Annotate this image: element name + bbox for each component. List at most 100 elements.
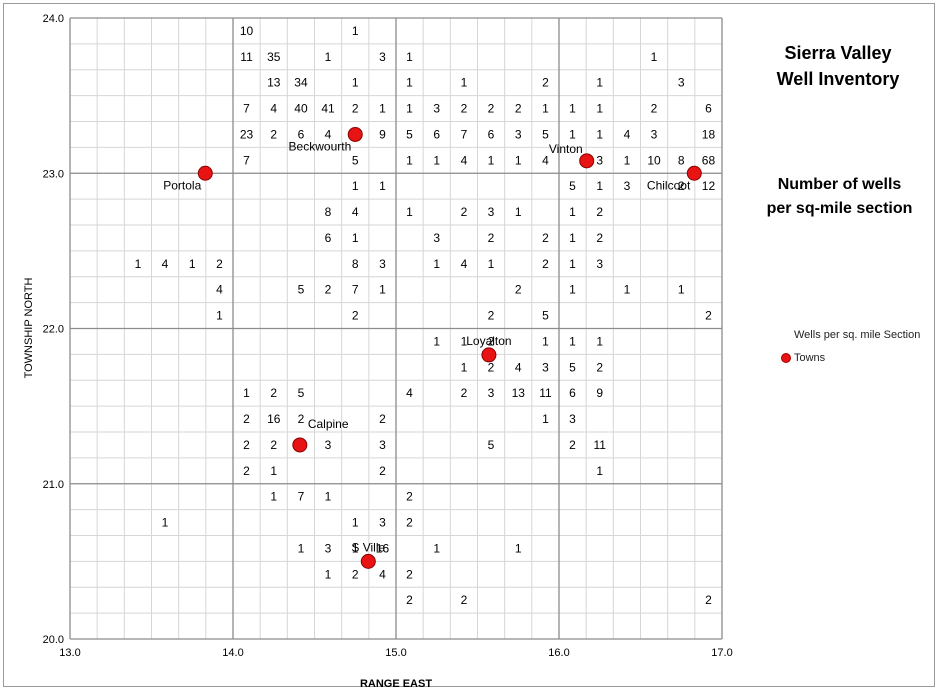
well-count-label: 2 (243, 412, 250, 426)
well-count-label: 8 (325, 205, 332, 219)
well-count-label: 2 (270, 438, 277, 452)
well-count-label: 10 (647, 153, 661, 167)
well-count-label: 5 (352, 153, 359, 167)
well-count-label: 5 (488, 438, 495, 452)
well-count-label: 1 (135, 257, 142, 271)
town-label: S Ville (351, 540, 385, 554)
well-count-label: 11 (240, 50, 253, 64)
well-count-label: 4 (352, 205, 359, 219)
well-count-label: 2 (569, 438, 576, 452)
well-count-label: 3 (379, 516, 386, 530)
well-count-label: 2 (542, 76, 549, 90)
well-count-label: 3 (678, 76, 685, 90)
well-count-label: 2 (542, 231, 549, 245)
well-count-label: 3 (379, 257, 386, 271)
well-count-label: 1 (243, 386, 250, 400)
y-tick-label: 23.0 (43, 168, 64, 180)
well-count-label: 1 (569, 283, 576, 297)
well-count-label: 7 (352, 283, 359, 297)
well-count-label: 11 (594, 438, 607, 452)
town-marker (292, 437, 308, 453)
well-count-label: 5 (542, 309, 549, 323)
y-axis-ticks: 20.0 21.0 22.0 23.0 24.0 (43, 13, 64, 646)
well-count-label: 3 (624, 179, 631, 193)
well-count-label: 2 (705, 309, 712, 323)
well-count-label: 4 (624, 127, 631, 141)
well-count-label: 1 (596, 179, 603, 193)
well-count-label: 2 (243, 464, 250, 478)
chart-subtitle-line-1: Number of wells (777, 176, 902, 193)
well-count-label: 1 (569, 231, 576, 245)
well-count-label: 11 (539, 386, 552, 400)
well-count-series: 10 111 35 1 3 1 113 34 1 1 1 2 1 37 4 40 41 2 1 1 3 2 2 2 1 1 1 2 62… (135, 24, 716, 607)
town-marker (481, 347, 497, 363)
well-count-label: 8 (678, 153, 685, 167)
well-count-label: 23 (240, 127, 254, 141)
well-count-label: 1 (596, 464, 603, 478)
well-count-label: 2 (406, 567, 413, 581)
well-count-label: 1 (352, 231, 359, 245)
well-count-label: 1 (515, 205, 522, 219)
well-count-label: 2 (461, 205, 468, 219)
well-count-label: 2 (379, 464, 386, 478)
chart-title: Sierra Valley Well Inventory (748, 40, 928, 92)
well-count-label: 1 (406, 76, 413, 90)
well-count-label: 1 (406, 102, 413, 116)
well-count-label: 2 (270, 386, 277, 400)
well-count-label: 1 (569, 205, 576, 219)
well-count-label: 3 (325, 438, 332, 452)
x-axis-ticks: 13.0 14.0 15.0 16.0 17.0 (59, 647, 732, 659)
well-count-label: 1 (624, 153, 631, 167)
well-count-label: 2 (406, 593, 413, 607)
well-count-label: 2 (325, 283, 332, 297)
well-count-label: 1 (352, 179, 359, 193)
well-count-label: 1 (406, 50, 413, 64)
well-count-label: 1 (515, 153, 522, 167)
well-count-label: 3 (433, 231, 440, 245)
well-count-label: 9 (596, 386, 603, 400)
well-count-label: 2 (352, 567, 359, 581)
well-count-label: 2 (406, 516, 413, 530)
well-count-label: 1 (352, 24, 359, 38)
well-count-label: 5 (298, 386, 305, 400)
well-count-label: 1 (569, 257, 576, 271)
well-count-label: 1 (270, 490, 277, 504)
well-count-label: 2 (461, 593, 468, 607)
town-label: Chilcoot (647, 178, 691, 192)
well-count-label: 1 (433, 334, 440, 348)
well-count-label: 34 (294, 76, 308, 90)
well-count-label: 2 (596, 360, 603, 374)
well-count-label: 16 (376, 541, 390, 555)
well-count-label: 4 (379, 567, 386, 581)
well-count-label: 1 (569, 334, 576, 348)
chart-subtitle: Number of wells per sq-mile section (742, 173, 937, 221)
well-count-label: 3 (488, 205, 495, 219)
well-count-label: 3 (542, 360, 549, 374)
well-count-label: 1 (515, 541, 522, 555)
well-count-label: 1 (325, 567, 332, 581)
well-count-label: 3 (651, 127, 658, 141)
well-count-label: 12 (702, 179, 716, 193)
well-count-label: 2 (488, 102, 495, 116)
well-count-label: 2 (488, 360, 495, 374)
well-count-label: 4 (515, 360, 522, 374)
well-count-label: 1 (406, 205, 413, 219)
well-count-label: 4 (461, 257, 468, 271)
well-count-label: 40 (294, 102, 308, 116)
well-count-label: 18 (702, 127, 716, 141)
well-count-label: 1 (461, 334, 468, 348)
well-count-label: 5 (569, 179, 576, 193)
chart-title-line-1: Sierra Valley (784, 43, 892, 63)
well-count-label: 6 (298, 127, 305, 141)
well-count-label: 2 (379, 412, 386, 426)
well-count-label: 1 (162, 516, 169, 530)
well-count-label: 1 (651, 50, 658, 64)
x-tick-label: 16.0 (548, 647, 569, 659)
well-count-label: 2 (678, 179, 685, 193)
towns-series: Portola Beckwourth Vinton Chilcoot Loyalton C… (163, 126, 702, 569)
well-count-label: 2 (651, 102, 658, 116)
well-count-label: 4 (270, 102, 277, 116)
chart-title-line-2: Well Inventory (776, 69, 900, 89)
x-tick-label: 14.0 (222, 647, 243, 659)
well-count-label: 7 (461, 127, 468, 141)
